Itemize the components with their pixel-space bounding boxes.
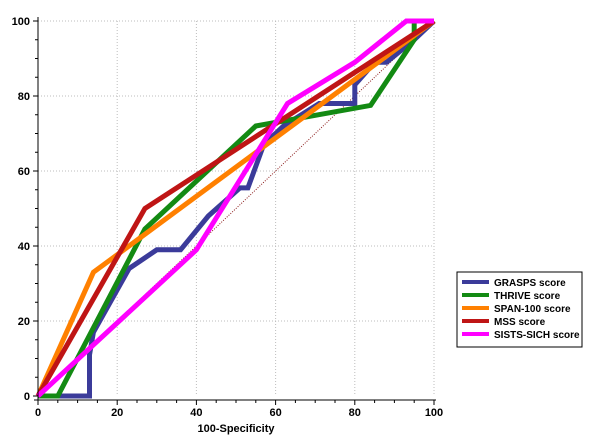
x-tick-label: 60 — [269, 407, 281, 419]
x-tick-label: 40 — [190, 407, 202, 419]
legend-label-0: GRASPS score — [494, 278, 566, 289]
legend-label-4: SISTS-SICH score — [494, 330, 580, 341]
x-tick-label: 80 — [349, 407, 361, 419]
grid — [38, 20, 435, 396]
legend-label-3: MSS score — [494, 317, 546, 328]
series-line-2 — [35, 18, 436, 398]
axes: 0 20 40 60 80 100 0 20 40 60 80 100 100-Specificity — [12, 16, 444, 435]
y-tick-label: 0 — [24, 391, 30, 403]
x-tick-label: 0 — [35, 407, 41, 419]
series-line-4 — [36, 18, 434, 398]
x-tick-label: 100 — [425, 407, 443, 419]
y-tick-label: 80 — [18, 91, 30, 103]
series-line-1 — [38, 18, 434, 399]
x-axis-title: 100-Specificity — [197, 423, 275, 435]
y-tick-label: 40 — [18, 241, 30, 253]
legend: GRASPS score THRIVE score SPAN-100 score MS… — [456, 271, 583, 348]
legend-label-1: THRIVE score — [494, 291, 561, 302]
x-tick-label: 20 — [111, 407, 123, 419]
legend-label-2: SPAN-100 score — [494, 304, 571, 315]
series-line-3 — [35, 18, 436, 398]
y-tick-label: 60 — [18, 166, 30, 178]
y-tick-label: 100 — [12, 16, 30, 28]
y-tick-label: 20 — [18, 316, 30, 328]
series-layer — [35, 18, 436, 399]
